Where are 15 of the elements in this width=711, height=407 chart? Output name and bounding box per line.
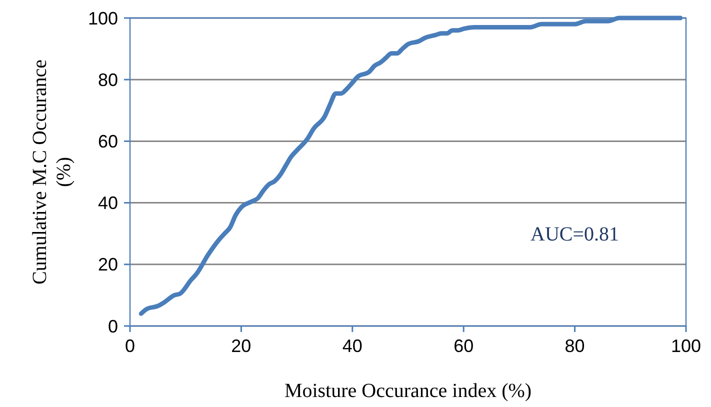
y-tick-label: 100: [88, 8, 118, 28]
x-tick-label: 100: [670, 336, 702, 356]
y-tick-label: 60: [98, 132, 118, 152]
y-tick-label: 80: [98, 70, 118, 90]
x-axis-title: Moisture Occurance index (%): [284, 380, 532, 402]
annotation: AUC=0.81: [530, 224, 620, 246]
y-tick-label: 40: [98, 193, 118, 214]
x-tick-label: 0: [124, 336, 136, 356]
x-tick-label: 80: [564, 336, 585, 356]
y-tick-label: 20: [98, 254, 118, 275]
x-tick-label: 40: [342, 336, 362, 356]
y-tick-label: 0: [108, 316, 118, 336]
x-tick-label: 60: [454, 336, 474, 356]
x-tick-label: 20: [231, 336, 252, 356]
y-axis-title: Cumulative M.C Occurance (%): [29, 59, 75, 284]
